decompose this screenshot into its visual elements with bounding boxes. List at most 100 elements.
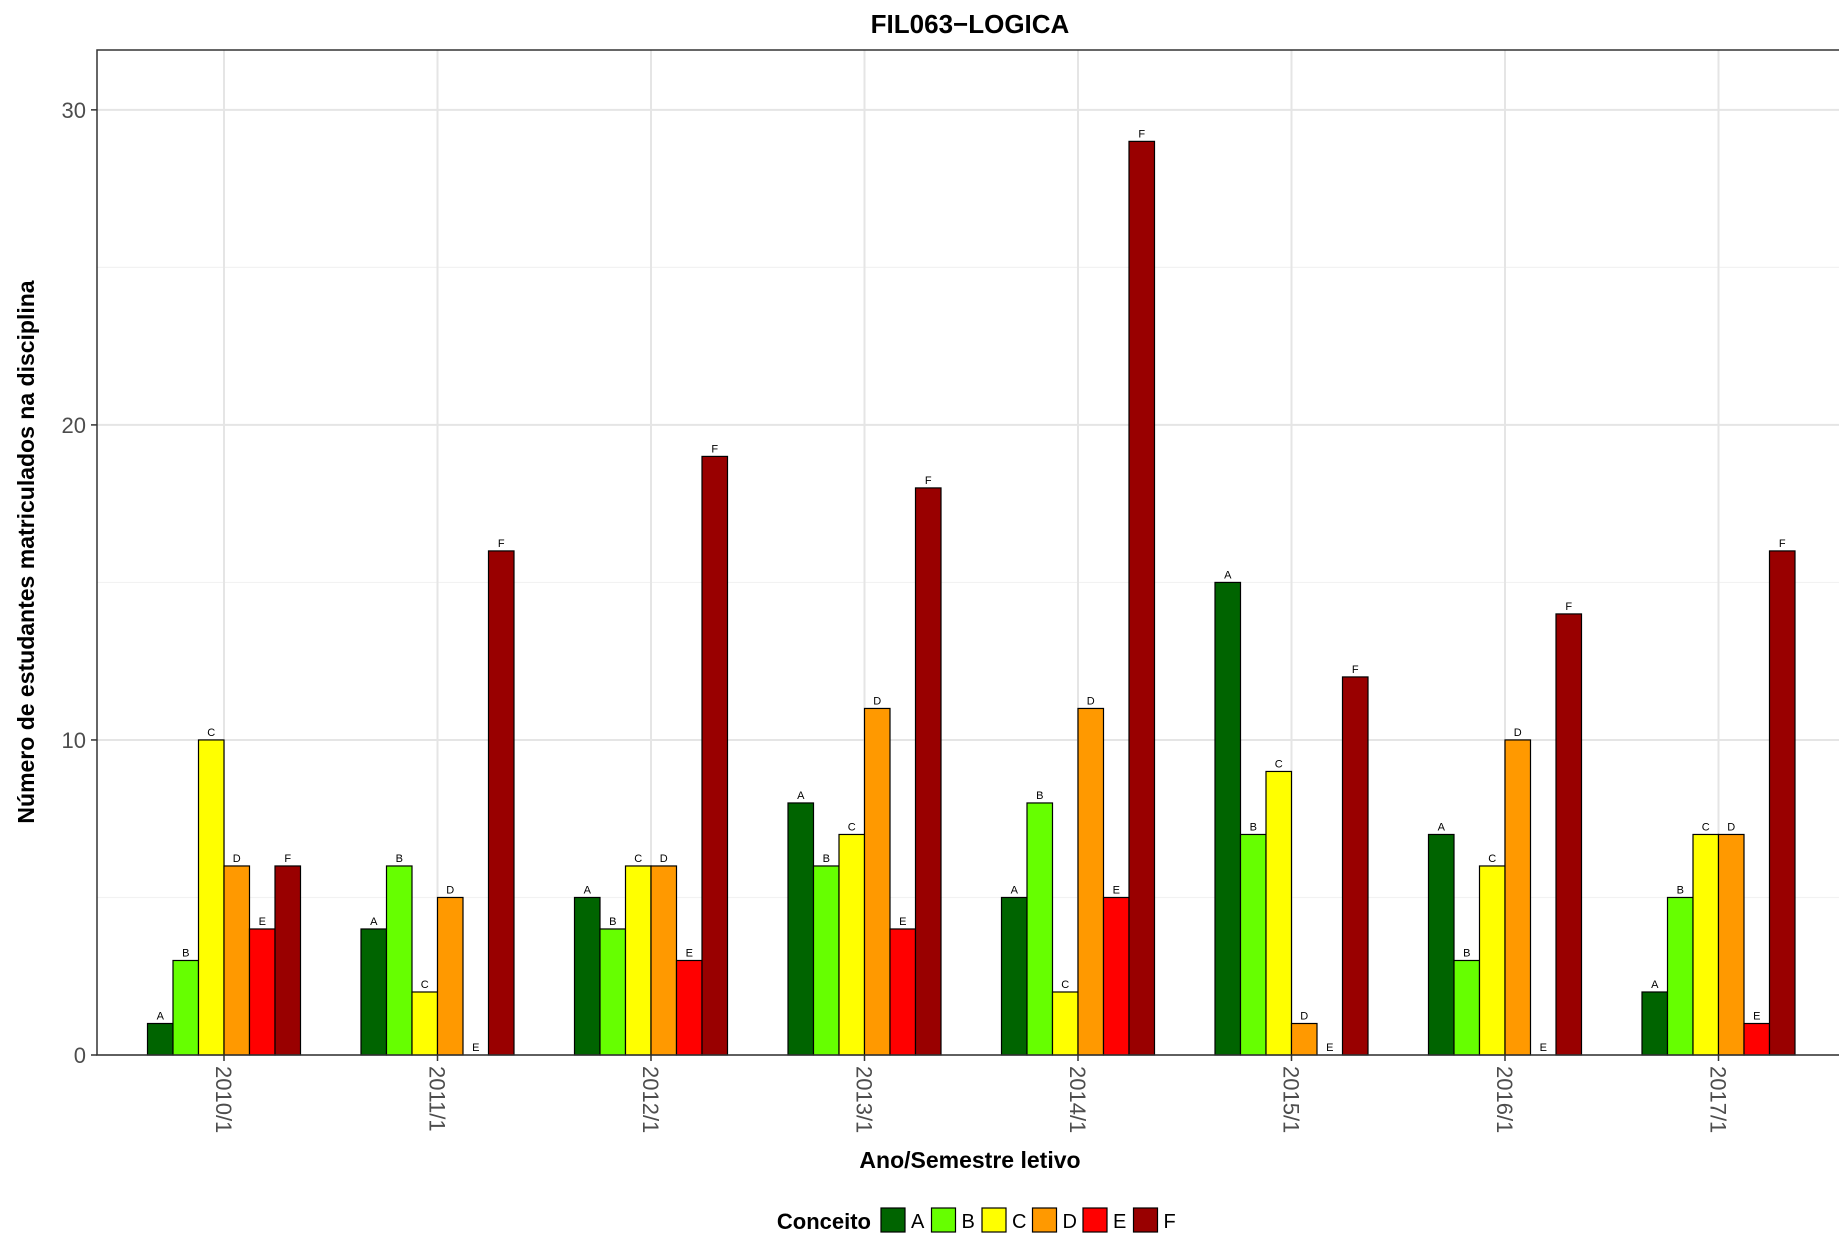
bar — [1666, 896, 1694, 1056]
x-tick-label: 2011/1 — [425, 1066, 450, 1132]
legend-swatch — [1082, 1207, 1108, 1233]
x-tick-label: 2016/1 — [1492, 1066, 1517, 1133]
legend-title: Conceito — [777, 1209, 871, 1234]
bar — [248, 928, 276, 1056]
bar-label: F — [1352, 664, 1359, 676]
bar — [787, 802, 815, 1056]
bar-label: E — [1326, 1042, 1333, 1054]
legend-swatch — [930, 1207, 957, 1233]
bar-label: E — [472, 1042, 479, 1054]
y-tick-label: 10 — [62, 728, 86, 753]
x-tick-label: 2013/1 — [852, 1066, 877, 1133]
bar-label: A — [584, 884, 592, 896]
x-tick-label: 2010/1 — [211, 1066, 236, 1133]
bar — [863, 707, 891, 1056]
bar — [1692, 833, 1720, 1056]
bar — [1504, 739, 1532, 1056]
legend-label: C — [1012, 1211, 1026, 1233]
bar — [1000, 896, 1028, 1056]
y-axis-title: Número de estudantes matriculados na dis… — [13, 280, 39, 823]
bar-label: F — [1779, 538, 1786, 550]
bar — [385, 865, 413, 1056]
legend-swatch — [981, 1207, 1007, 1233]
bar — [1768, 550, 1796, 1056]
bar-label: A — [1224, 569, 1232, 581]
bar-label: D — [660, 853, 668, 865]
bar-label: C — [848, 821, 856, 833]
bar-label: D — [1727, 821, 1735, 833]
bar-label: A — [797, 790, 805, 802]
bar — [411, 991, 439, 1056]
bar-label: B — [1250, 821, 1257, 833]
bar — [360, 928, 388, 1056]
bar-label: F — [1565, 601, 1572, 613]
bar — [675, 959, 703, 1056]
bar — [1743, 1022, 1771, 1056]
bar — [701, 455, 729, 1056]
bar — [172, 959, 200, 1056]
legend-swatch — [1132, 1207, 1159, 1233]
legend-swatch — [880, 1207, 906, 1233]
bar — [812, 865, 840, 1056]
x-tick-label: 2014/1 — [1065, 1066, 1090, 1133]
bar-label: F — [925, 475, 932, 487]
bar-label: E — [259, 916, 266, 928]
y-tick-label: 20 — [62, 413, 86, 438]
y-tick-label: 30 — [62, 98, 86, 123]
bar-label: B — [396, 853, 403, 865]
bar — [1717, 833, 1745, 1056]
legend-label: D — [1063, 1211, 1077, 1233]
bar — [1427, 833, 1455, 1056]
bar-label: F — [1138, 128, 1145, 140]
bar — [274, 865, 302, 1056]
bar-label: E — [1540, 1042, 1547, 1054]
bar-label: B — [182, 947, 189, 959]
bar-label: E — [686, 947, 693, 959]
bar — [436, 896, 464, 1056]
bar — [914, 487, 942, 1056]
bar-label: C — [634, 853, 642, 865]
bar-label: D — [1087, 695, 1095, 707]
bar-label: D — [233, 853, 241, 865]
bar — [624, 865, 652, 1056]
bar — [1641, 991, 1669, 1056]
bar — [1341, 676, 1369, 1056]
legend-label: E — [1113, 1211, 1126, 1233]
x-tick-label: 2012/1 — [638, 1066, 663, 1133]
bar-label: C — [207, 727, 215, 739]
legend-label: A — [911, 1211, 925, 1233]
bar-label: F — [498, 538, 505, 550]
bar-label: B — [1677, 884, 1684, 896]
x-tick-label: 2017/1 — [1706, 1066, 1731, 1133]
bar-label: D — [1300, 1011, 1308, 1023]
bar — [1214, 581, 1242, 1056]
legend: Conceito A B C D E F — [777, 1207, 1176, 1234]
bar — [1478, 865, 1506, 1056]
bar-label: E — [1113, 884, 1120, 896]
bar — [889, 928, 917, 1056]
bar — [1555, 613, 1583, 1056]
bar — [1102, 896, 1130, 1056]
bar-label: E — [899, 916, 906, 928]
bar-label: C — [1702, 821, 1710, 833]
bar — [146, 1022, 174, 1056]
bar — [1239, 833, 1267, 1056]
bar — [1128, 140, 1156, 1056]
legend-label: F — [1164, 1211, 1176, 1233]
bar-label: E — [1753, 1011, 1760, 1023]
bar — [1026, 802, 1054, 1056]
bar-label: D — [446, 884, 454, 896]
bar-label: A — [1438, 821, 1446, 833]
plot-border — [96, 49, 1839, 1056]
bar — [1290, 1022, 1318, 1056]
bar — [1051, 991, 1079, 1056]
bar-label: C — [421, 979, 429, 991]
bar-label: B — [1036, 790, 1043, 802]
bar-label: C — [1061, 979, 1069, 991]
legend-swatch — [1031, 1207, 1058, 1233]
bar-label: B — [823, 853, 830, 865]
bar — [1077, 707, 1105, 1056]
bar — [487, 550, 515, 1056]
